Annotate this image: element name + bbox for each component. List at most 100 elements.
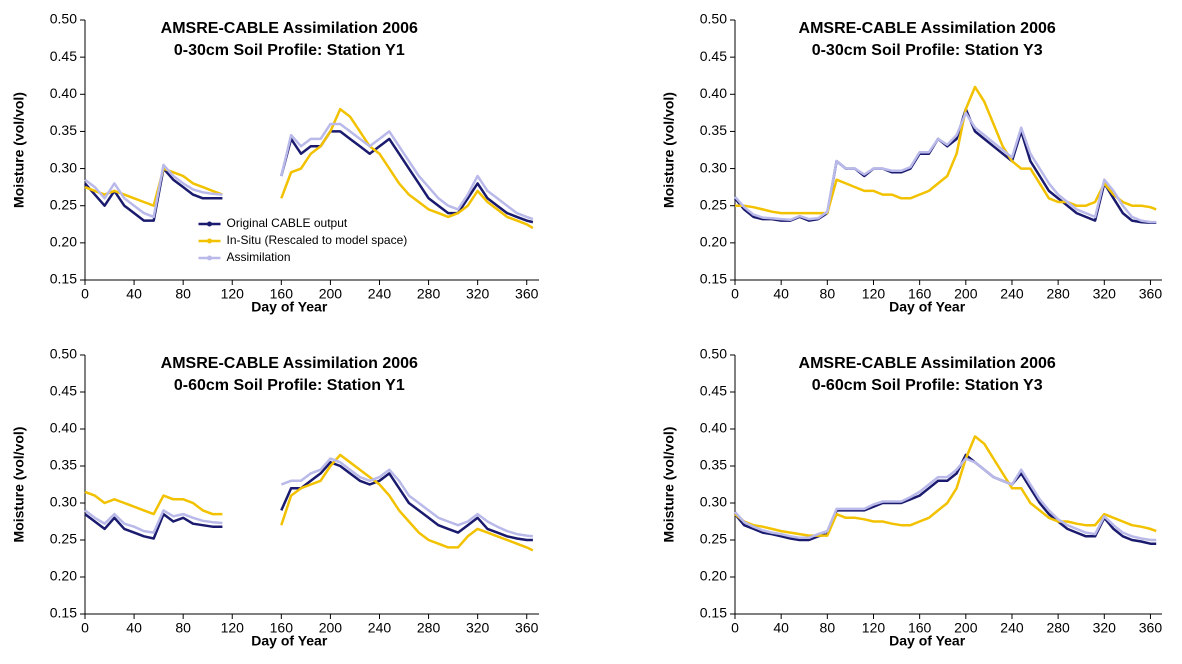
x-tick-label: 320 — [1093, 286, 1117, 302]
y-tick-label: 0.30 — [700, 494, 727, 510]
chart-subtitle: 0-30cm Soil Profile: Station Y3 — [812, 42, 1043, 59]
x-tick-label: 120 — [221, 620, 245, 636]
x-tick-label: 280 — [1046, 620, 1070, 636]
y-tick-label: 0.40 — [700, 85, 727, 101]
panel: 0.15 0.20 0.25 0.30 0.35 0.40 0.45 0.50 0 40 80 120… — [11, 346, 539, 649]
x-axis-label: Day of Year — [889, 299, 966, 315]
y-tick-label: 0.30 — [50, 494, 77, 510]
series-line — [734, 111, 1157, 224]
x-tick-label: 200 — [954, 620, 978, 636]
y-tick-label: 0.25 — [700, 531, 727, 547]
y-tick-label: 0.50 — [700, 11, 727, 27]
x-tick-label: 360 — [1139, 286, 1163, 302]
x-tick-label: 320 — [466, 620, 490, 636]
legend-marker — [207, 221, 212, 227]
x-tick-label: 280 — [1046, 286, 1070, 302]
y-tick-label: 0.50 — [50, 346, 77, 362]
series-line — [734, 457, 1157, 542]
x-tick-label: 80 — [175, 286, 191, 302]
y-axis-label: Moisture (vol/vol) — [661, 92, 677, 208]
x-axis-label: Day of Year — [889, 633, 966, 649]
y-tick-label: 0.20 — [50, 234, 77, 250]
y-tick-label: 0.45 — [700, 383, 727, 399]
x-tick-label: 280 — [417, 620, 441, 636]
x-tick-label: 160 — [908, 286, 932, 302]
series-line — [84, 453, 534, 552]
x-tick-label: 200 — [319, 286, 343, 302]
panel: 0.15 0.20 0.25 0.30 0.35 0.40 0.45 0.50 0 40 80 120… — [11, 11, 539, 315]
series-line — [734, 107, 1157, 225]
y-tick-label: 0.35 — [50, 122, 77, 138]
x-tick-label: 40 — [126, 286, 142, 302]
y-tick-label: 0.20 — [700, 568, 727, 584]
x-tick-label: 40 — [773, 286, 789, 302]
y-tick-label: 0.35 — [50, 457, 77, 473]
x-tick-label: 160 — [270, 620, 294, 636]
series-line — [84, 461, 533, 542]
x-tick-label: 240 — [368, 620, 392, 636]
legend-label: Original CABLE output — [227, 216, 348, 230]
legend-label: In-Situ (Rescaled to model space) — [227, 233, 408, 247]
chart-title: AMSRE-CABLE Assimilation 2006 — [161, 20, 418, 37]
y-tick-label: 0.25 — [700, 196, 727, 212]
series-line — [84, 457, 534, 538]
x-tick-label: 360 — [515, 286, 539, 302]
chart-title: AMSRE-CABLE Assimilation 2006 — [799, 20, 1056, 37]
y-axis-label: Moisture (vol/vol) — [11, 92, 27, 208]
y-tick-label: 0.35 — [700, 457, 727, 473]
y-tick-label: 0.20 — [50, 568, 77, 584]
x-tick-label: 80 — [820, 286, 836, 302]
series-line — [734, 453, 1157, 545]
series-line — [735, 85, 1157, 215]
x-tick-label: 0 — [731, 620, 739, 636]
chart-title: AMSRE-CABLE Assimilation 2006 — [161, 355, 418, 372]
x-tick-label: 0 — [81, 286, 89, 302]
x-tick-label: 320 — [466, 286, 490, 302]
x-tick-label: 160 — [908, 620, 932, 636]
chart-title: AMSRE-CABLE Assimilation 2006 — [799, 355, 1056, 372]
x-tick-label: 120 — [862, 620, 886, 636]
y-tick-label: 0.35 — [700, 122, 727, 138]
y-tick-label: 0.30 — [700, 159, 727, 175]
x-tick-label: 360 — [1139, 620, 1163, 636]
series-line — [84, 107, 534, 230]
x-axis-label: Day of Year — [251, 299, 328, 315]
x-tick-label: 0 — [81, 620, 89, 636]
x-tick-label: 40 — [773, 620, 789, 636]
y-axis-label: Moisture (vol/vol) — [11, 427, 27, 543]
legend-marker — [207, 238, 212, 244]
x-tick-label: 320 — [1093, 620, 1117, 636]
x-tick-label: 200 — [954, 286, 978, 302]
y-tick-label: 0.50 — [700, 346, 727, 362]
x-tick-label: 40 — [126, 620, 142, 636]
y-tick-label: 0.45 — [50, 383, 77, 399]
y-tick-label: 0.40 — [700, 420, 727, 436]
y-tick-label: 0.15 — [50, 271, 77, 287]
x-tick-label: 240 — [1000, 286, 1024, 302]
x-tick-label: 360 — [515, 620, 539, 636]
y-tick-label: 0.15 — [50, 605, 77, 621]
y-tick-label: 0.50 — [50, 11, 77, 27]
y-tick-label: 0.25 — [50, 531, 77, 547]
x-tick-label: 80 — [820, 620, 836, 636]
y-tick-label: 0.15 — [700, 605, 727, 621]
y-tick-label: 0.30 — [50, 159, 77, 175]
panel: 0.15 0.20 0.25 0.30 0.35 0.40 0.45 0.50 0 40 80 120… — [661, 11, 1163, 315]
panel: 0.15 0.20 0.25 0.30 0.35 0.40 0.45 0.50 0 40 80 120… — [661, 346, 1163, 649]
x-tick-label: 160 — [270, 286, 294, 302]
series-line — [734, 435, 1157, 537]
x-tick-label: 80 — [175, 620, 191, 636]
chart-subtitle: 0-60cm Soil Profile: Station Y1 — [174, 377, 405, 394]
y-tick-label: 0.15 — [700, 271, 727, 287]
chart-subtitle: 0-30cm Soil Profile: Station Y1 — [174, 42, 405, 59]
series-line — [84, 122, 534, 221]
y-tick-label: 0.45 — [50, 48, 77, 64]
x-tick-label: 120 — [862, 286, 886, 302]
chart-subtitle: 0-60cm Soil Profile: Station Y3 — [812, 377, 1043, 394]
legend-marker — [207, 255, 212, 261]
x-axis-label: Day of Year — [251, 633, 328, 649]
x-tick-label: 0 — [731, 286, 739, 302]
y-tick-label: 0.40 — [50, 420, 77, 436]
x-tick-label: 200 — [319, 620, 343, 636]
